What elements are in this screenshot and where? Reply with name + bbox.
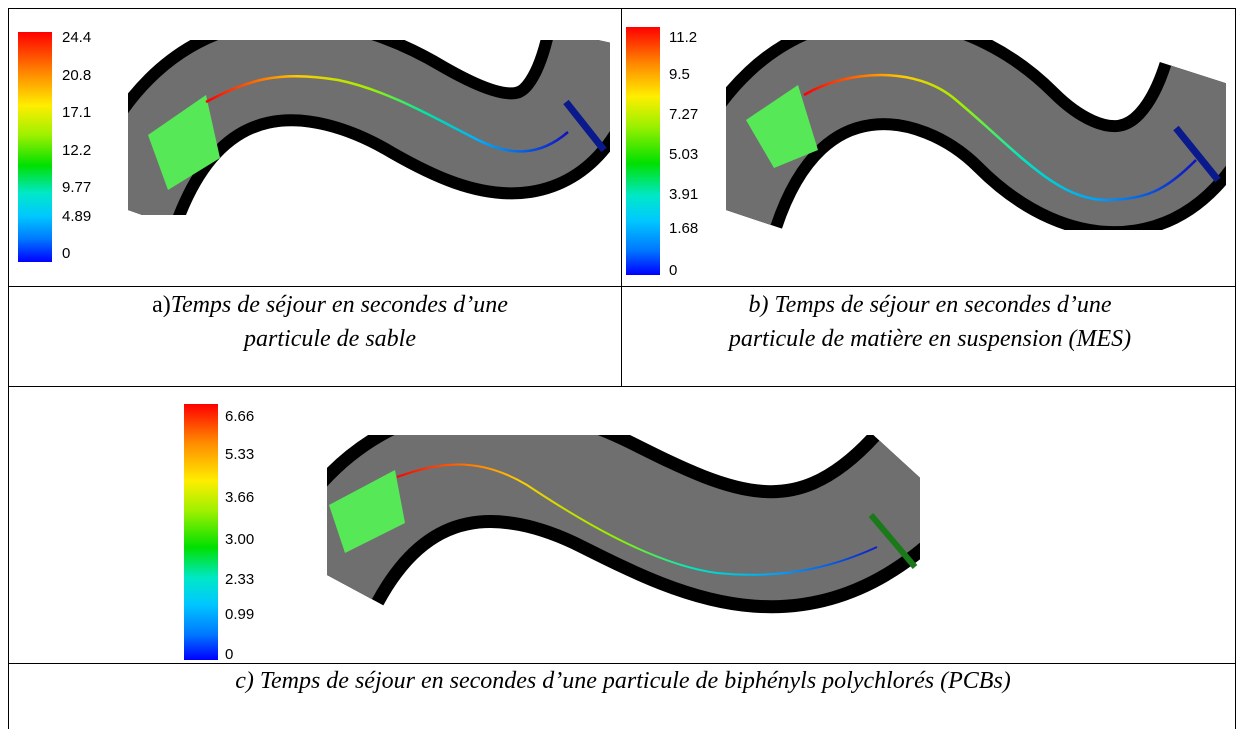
particle-track	[205, 74, 569, 153]
channel-diagram-b	[726, 40, 1226, 230]
tick-label: 0.99	[225, 606, 255, 623]
colorbar-a	[18, 32, 52, 262]
caption-b-line2: particule de matière en suspension (MES)	[728, 326, 1132, 352]
channel-diagram-a	[128, 40, 610, 215]
tick-label: 20.8	[62, 67, 92, 84]
table-border-top	[8, 8, 1236, 9]
inlet-zone	[329, 470, 405, 553]
tick-label: 5.33	[225, 446, 255, 463]
caption-a-line1: Temps de séjour en secondes d’une	[170, 292, 508, 318]
outlet-line	[563, 99, 607, 153]
tick-label: 11.2	[669, 29, 698, 46]
tick-label: 0	[669, 262, 678, 279]
colorbar-b	[626, 27, 660, 275]
outlet-line	[1173, 125, 1221, 183]
row-divider-2	[8, 386, 1236, 387]
outlet-line	[868, 513, 918, 569]
inlet-zone	[148, 95, 220, 190]
particle-track	[803, 73, 1197, 202]
column-divider	[621, 8, 622, 386]
tick-label: 3.91	[669, 186, 699, 203]
tick-label: 2.33	[225, 571, 255, 588]
channel-floor	[327, 435, 920, 601]
tick-label: 3.66	[225, 489, 255, 506]
tick-label: 6.66	[225, 408, 255, 425]
tick-label: 12.2	[62, 142, 92, 159]
tick-label: 1.68	[669, 220, 699, 237]
tick-label: 0	[62, 245, 71, 262]
row-divider-3	[8, 663, 1236, 664]
tick-label: 17.1	[62, 104, 92, 121]
particle-track	[396, 463, 878, 576]
caption-b-line1: b) Temps de séjour en secondes d’une	[748, 292, 1112, 318]
channel-diagram-c	[327, 435, 920, 614]
tick-label: 4.89	[62, 208, 92, 225]
tick-label: 7.27	[669, 106, 699, 123]
tick-label: 0	[225, 646, 234, 663]
caption-a: a)Temps de séjour en secondes d’une part…	[60, 288, 600, 356]
tick-label: 9.77	[62, 179, 92, 196]
colorbar-c	[184, 404, 218, 660]
caption-c: c) Temps de séjour en secondes d’une par…	[10, 664, 1236, 698]
tick-label: 24.4	[62, 29, 92, 46]
tick-label: 5.03	[669, 146, 699, 163]
table-border-left	[8, 8, 9, 729]
tick-label: 3.00	[225, 531, 255, 548]
tick-label: 9.5	[669, 66, 690, 83]
inlet-zone	[746, 85, 818, 168]
caption-b: b) Temps de séjour en secondes d’une par…	[640, 288, 1220, 356]
caption-a-prefix: a)	[152, 292, 171, 318]
row-divider-1	[8, 286, 1236, 287]
caption-c-text: c) Temps de séjour en secondes d’une par…	[235, 668, 1011, 694]
caption-a-line2: particule de sable	[244, 326, 416, 352]
